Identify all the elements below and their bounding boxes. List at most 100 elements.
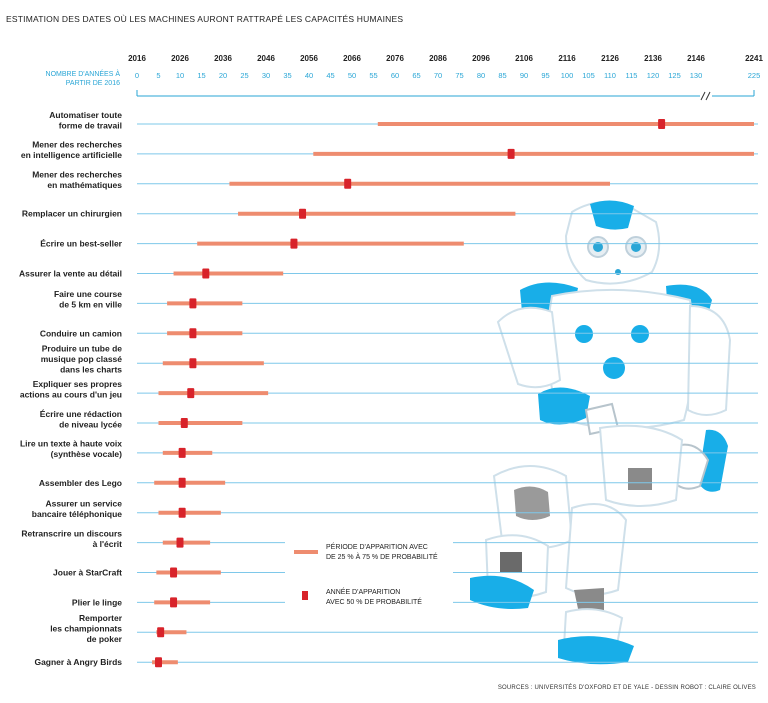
year-tick-label: 2016 (128, 54, 146, 63)
median-marker (178, 507, 186, 518)
offset-tick-label: 55 (369, 71, 377, 80)
year-tick-label: 2076 (386, 54, 404, 63)
task-label: Gagner à Angry Birds (34, 657, 122, 667)
source-credit: SOURCES : UNIVERSITÉS D'OXFORD ET DE YAL… (497, 685, 756, 691)
year-tick-label: 2086 (429, 54, 447, 63)
offset-tick-label: 115 (626, 71, 638, 80)
legend-range-label-1: PÉRIODE D'APPARITION AVEC (326, 542, 428, 551)
task-label: de poker (87, 634, 123, 644)
task-label: Expliquer ses propres (33, 379, 123, 389)
task-row: Assembler des Lego (39, 477, 758, 488)
median-marker (170, 567, 178, 578)
median-marker (202, 268, 210, 279)
task-row: Lire un texte à haute voix(synthèse voca… (20, 439, 758, 459)
task-label: Faire une course (54, 289, 122, 299)
offset-tick-label: 35 (283, 71, 291, 80)
offset-tick-label: 20 (219, 71, 227, 80)
legend-median-swatch (302, 591, 308, 600)
offset-tick-label: 25 (240, 71, 248, 80)
robot-illustration (470, 200, 732, 665)
median-marker (178, 447, 186, 458)
task-label: dans les charts (60, 365, 122, 375)
task-label: forme de travail (59, 120, 122, 130)
median-marker (658, 119, 666, 129)
offset-tick-label: 65 (412, 71, 420, 80)
task-label: Jouer à StarCraft (53, 568, 122, 578)
year-tick-label: 2106 (515, 54, 533, 63)
task-label: (synthèse vocale) (51, 449, 123, 459)
task-label: en intelligence artificielle (21, 150, 122, 160)
task-row: Assurer la vente au détail (19, 268, 758, 279)
offset-tick-label: 105 (582, 71, 595, 80)
median-marker (189, 358, 197, 369)
offset-tick-label: 80 (477, 71, 485, 80)
legend-median-label-1: ANNÉE D'APPARITION (326, 587, 400, 596)
offset-tick-label: 70 (434, 71, 442, 80)
task-label: à l'écrit (93, 539, 123, 549)
median-marker (157, 627, 165, 638)
year-tick-label: 2126 (601, 54, 619, 63)
task-row: Gagner à Angry Birds (34, 657, 758, 668)
task-label: bancaire téléphonique (32, 509, 122, 519)
task-row: Écrire un best-seller (40, 238, 758, 249)
task-label: Assembler des Lego (39, 478, 122, 488)
legend: PÉRIODE D'APPARITION AVEC DE 25 % À 75 %… (285, 532, 453, 622)
median-marker (299, 208, 307, 219)
task-label: en mathématiques (47, 180, 122, 190)
legend-median-label-2: AVEC 50 % DE PROBABILITÉ (326, 597, 422, 606)
task-label: Écrire une rédaction (40, 409, 122, 419)
year-tick-label: 2146 (687, 54, 705, 63)
median-marker (176, 537, 184, 548)
task-label: Mener des recherches (32, 140, 122, 150)
task-label: de niveau lycée (59, 419, 122, 429)
median-marker (187, 388, 195, 399)
top-axis: 2016 2026 2036 2046 2056 2066 2076 2086 2096 2106… (128, 54, 763, 101)
offset-tick-label: 130 (690, 71, 703, 80)
task-label: Automatiser toute (49, 110, 122, 120)
offset-tick-label: 95 (541, 71, 549, 80)
task-label: Conduire un camion (40, 328, 122, 338)
task-label: Plier le linge (72, 597, 122, 607)
offset-tick-label: 60 (391, 71, 399, 80)
task-label: Produire un tube de (42, 344, 123, 354)
offset-tick-label: 75 (455, 71, 463, 80)
year-tick-label: 2056 (300, 54, 318, 63)
offset-tick-label: 110 (604, 71, 616, 80)
offset-tick-label: 50 (348, 71, 356, 80)
year-tick-label: 2241 (745, 54, 763, 63)
median-marker (189, 328, 197, 339)
median-marker (170, 597, 178, 608)
median-marker (507, 148, 515, 159)
offset-tick-label: 85 (498, 71, 506, 80)
task-label: de 5 km en ville (59, 300, 122, 310)
median-marker (180, 418, 188, 428)
task-label: Mener des recherches (32, 170, 122, 180)
task-label: actions au cours d'un jeu (20, 389, 122, 399)
offset-tick-label: 30 (262, 71, 270, 80)
legend-range-label-2: DE 25 % À 75 % DE PROBABILITÉ (326, 552, 438, 561)
offset-tick-label: 10 (176, 71, 184, 80)
task-label: Écrire un best-seller (40, 239, 122, 249)
year-tick-label: 2096 (472, 54, 490, 63)
offset-tick-label: 5 (156, 71, 160, 80)
year-tick-label: 2046 (257, 54, 275, 63)
years-axis-label: NOMBRE D'ANNÉES À PARTIR DE 2016 (45, 71, 120, 87)
median-marker (178, 477, 186, 488)
task-label: Assurer la vente au détail (19, 269, 122, 279)
offset-tick-label: 45 (326, 71, 334, 80)
year-tick-label: 2136 (644, 54, 662, 63)
task-label: Assurer un service (45, 498, 122, 508)
median-marker (290, 238, 298, 249)
task-label: musique pop classé (41, 354, 123, 364)
offset-tick-label: 225 (748, 71, 761, 80)
axis-break-mark (700, 91, 711, 101)
offset-tick-label: 100 (561, 71, 574, 80)
